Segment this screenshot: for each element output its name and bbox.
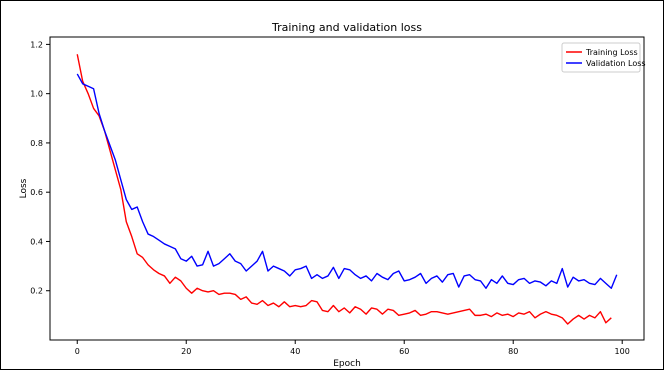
legend-label: Training Loss [585,48,638,57]
y-tick-label: 0.4 [30,237,43,246]
x-tick-label: 40 [290,347,300,356]
x-axis-label: Epoch [333,359,361,369]
series-line-training-loss [76,54,612,325]
legend-box [561,42,641,73]
y-tick-label: 0.6 [30,188,43,197]
x-tick-label: 0 [75,347,80,356]
legend: Training Loss Validation Loss [561,42,646,73]
y-tick-label: 1.2 [30,40,43,49]
x-tick-label: 80 [508,347,518,356]
y-tick-label: 0.8 [30,139,43,148]
x-tick-label: 60 [399,347,409,356]
y-tick-label: 1.0 [30,90,43,99]
x-tick-label: 20 [181,347,191,356]
chart-title: Training and validation loss [271,21,422,34]
y-axis-label: Loss [19,178,29,198]
series-line-validation-loss [76,73,618,289]
legend-label: Validation Loss [586,59,646,68]
x-tick-label: 100 [615,347,630,356]
y-tick-label: 0.2 [30,287,43,296]
plot-area [49,36,645,341]
